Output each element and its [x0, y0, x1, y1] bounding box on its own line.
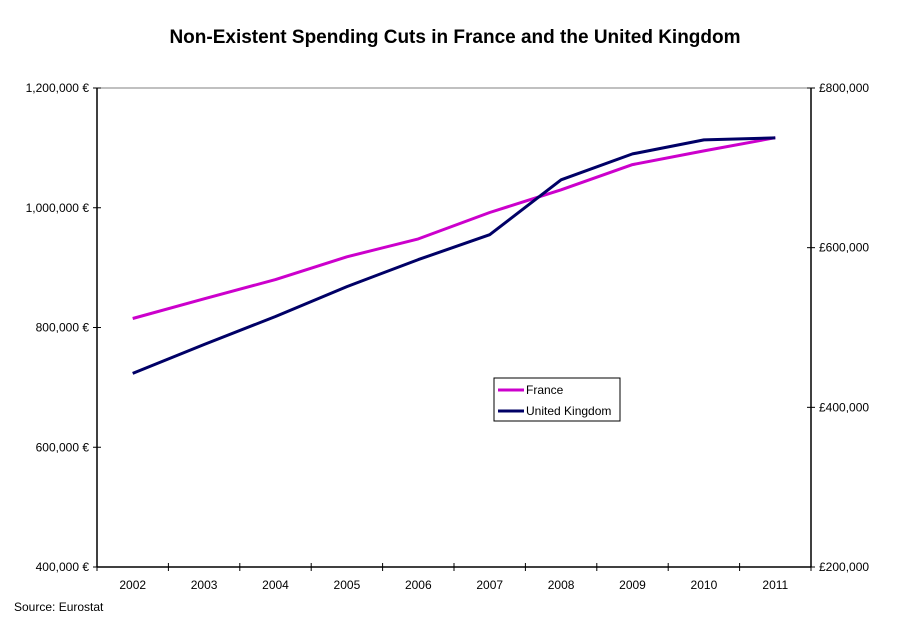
right-tick-label: £200,000	[819, 560, 869, 574]
series-lines	[132, 136, 776, 375]
right-tick-label: £800,000	[819, 81, 869, 95]
x-tick-label: 2004	[262, 578, 289, 592]
left-axis-ticks: 400,000 € 600,000 € 800,000 € 1,000,000 € 1,…	[26, 81, 101, 574]
x-tick-label: 2009	[619, 578, 646, 592]
chart-title: Non-Existent Spending Cuts in France and…	[169, 27, 740, 48]
right-axis-ticks: £200,000 £400,000 £600,000 £800,000	[807, 81, 869, 574]
x-tick-label: 2003	[191, 578, 218, 592]
x-axis-ticks: 2002 2003 2004 2005 2006 2007 2008 2009 2010 2011	[96, 563, 812, 592]
legend-label-france: France	[526, 383, 564, 397]
x-tick-label: 2010	[691, 578, 718, 592]
left-tick-label: 600,000 €	[36, 440, 90, 454]
x-tick-label: 2011	[762, 578, 788, 592]
left-tick-label: 800,000 €	[36, 321, 90, 335]
x-tick-label: 2007	[476, 578, 503, 592]
right-tick-label: £400,000	[819, 400, 869, 414]
legend: France United Kingdom	[493, 377, 621, 422]
series-line-france	[132, 136, 776, 320]
series-line-united-kingdom	[132, 136, 776, 375]
x-tick-label: 2006	[405, 578, 432, 592]
x-tick-label: 2008	[548, 578, 575, 592]
plot-frame	[96, 87, 812, 568]
legend-box	[493, 377, 621, 422]
left-tick-label: 1,000,000 €	[26, 201, 90, 215]
source-note: Source: Eurostat	[14, 600, 104, 614]
x-tick-label: 2002	[119, 578, 146, 592]
left-tick-label: 1,200,000 €	[26, 81, 90, 95]
x-tick-label: 2005	[334, 578, 361, 592]
right-tick-label: £600,000	[819, 241, 869, 255]
left-tick-label: 400,000 €	[36, 560, 90, 574]
legend-label-united-kingdom: United Kingdom	[526, 404, 611, 418]
